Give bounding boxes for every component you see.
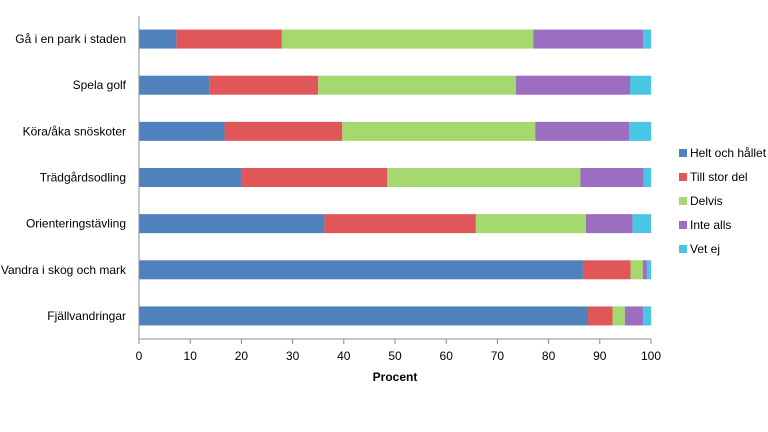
bar-segment — [630, 260, 643, 280]
x-tick-label: 0 — [136, 349, 143, 363]
bar-segment — [582, 260, 631, 280]
category-label: Spela golf — [73, 78, 127, 92]
bar-segment — [139, 29, 177, 49]
x-axis-ticks: 0 10 20 30 40 50 60 70 80 90 100 — [136, 339, 661, 363]
bar-segment — [585, 214, 633, 234]
category-label: Fjällvandringar — [47, 309, 126, 323]
bar-segment — [224, 121, 343, 141]
x-tick-label: 60 — [440, 349, 454, 363]
bar-segment — [643, 168, 651, 187]
bar-segment — [139, 214, 325, 234]
category-label: Gå i en park i staden — [15, 32, 126, 46]
bar-segment — [475, 214, 586, 234]
bar-segment — [139, 306, 589, 326]
x-tick-label: 70 — [491, 349, 505, 363]
bar-segment — [580, 168, 644, 187]
bar-segment — [646, 260, 651, 280]
bar-segment — [139, 75, 210, 95]
legend-swatch — [679, 197, 687, 205]
bar-segment — [624, 306, 644, 326]
bar-segment — [241, 168, 388, 187]
bar-segment — [139, 121, 225, 141]
legend-label: Inte alls — [690, 218, 731, 232]
category-label: Köra/åka snöskoter — [23, 124, 126, 138]
category-label: Vandra i skog och mark — [1, 263, 127, 277]
legend-swatch — [679, 173, 687, 181]
legend-swatch — [679, 221, 687, 229]
legend-label: Helt och hållet — [690, 146, 767, 160]
bar-segment — [324, 214, 476, 234]
x-tick-label: 10 — [184, 349, 198, 363]
bar-segment — [318, 75, 516, 95]
legend-label: Till stor del — [690, 170, 748, 184]
legend-swatch — [679, 245, 687, 253]
bar-segment — [642, 260, 647, 280]
bar-segment — [535, 121, 629, 141]
bar-segment — [139, 260, 583, 280]
x-tick-label: 30 — [286, 349, 300, 363]
category-label: Trädgårdsodling — [40, 171, 126, 185]
legend: Helt och hållet Till stor del Delvis Inte a… — [679, 146, 767, 256]
category-labels: Gå i en park i staden Spela golf Köra/åka … — [1, 32, 127, 323]
bar-segment — [515, 75, 631, 95]
x-axis-title: Procent — [373, 370, 418, 384]
bar-segment — [628, 121, 651, 141]
bar-segment — [643, 306, 651, 326]
category-label: Orienteringstävling — [26, 217, 126, 231]
bar-segment — [643, 29, 651, 49]
x-tick-label: 40 — [337, 349, 351, 363]
bar-segment — [281, 29, 534, 49]
bar-segment — [342, 121, 536, 141]
legend-label: Vet ej — [690, 242, 720, 256]
bar-segment — [612, 306, 625, 326]
bar-segment — [630, 75, 651, 95]
x-tick-label: 80 — [542, 349, 556, 363]
bar-segment — [588, 306, 613, 326]
x-tick-label: 50 — [388, 349, 402, 363]
bar-segment — [139, 168, 242, 187]
bar-segment — [387, 168, 581, 187]
x-tick-label: 100 — [641, 349, 661, 363]
legend-swatch — [679, 149, 687, 157]
bar-segment — [533, 29, 644, 49]
legend-label: Delvis — [690, 194, 723, 208]
x-tick-label: 90 — [593, 349, 607, 363]
x-tick-label: 20 — [235, 349, 249, 363]
bar-segment — [632, 214, 651, 234]
bar-segment — [209, 75, 319, 95]
bars-layer — [139, 29, 651, 326]
bar-segment — [176, 29, 282, 49]
